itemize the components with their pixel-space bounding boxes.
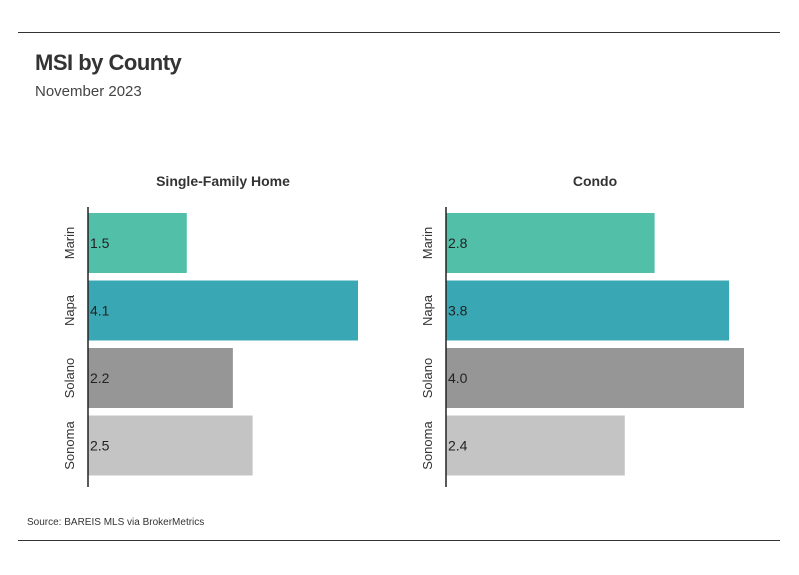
source-note: Source: BAREIS MLS via BrokerMetrics: [27, 517, 205, 528]
panel-title-condo: Condo: [572, 173, 618, 189]
bar-napa: [88, 280, 358, 341]
category-label-sonoma: Sonoma: [62, 421, 77, 470]
bar-solano: [446, 348, 744, 408]
bar-marin: [446, 213, 655, 273]
bar-napa: [446, 280, 730, 341]
bar-value-label-napa: 4.1: [90, 303, 110, 319]
top-rule: [18, 32, 780, 33]
bar-value-label-napa: 3.8: [448, 303, 468, 319]
bar-sonoma: [446, 415, 625, 476]
bar-marin: [88, 213, 187, 273]
chart-panel-single-family: 1.5 Marin 4.1 Napa 2.2 Solano 2.5 Sonoma: [62, 207, 358, 487]
page-title: MSI by County: [35, 50, 182, 75]
bar-value-label-marin: 2.8: [448, 235, 468, 251]
category-label-marin: Marin: [420, 227, 435, 260]
category-label-napa: Napa: [420, 294, 435, 326]
bottom-rule: [18, 540, 780, 541]
bar-solano: [88, 348, 233, 408]
chart-panel-condo: 2.8 Marin 3.8 Napa 4.0 Solano 2.4 Sonoma: [420, 207, 744, 487]
category-label-marin: Marin: [62, 227, 77, 260]
category-label-solano: Solano: [62, 358, 77, 398]
category-label-sonoma: Sonoma: [420, 421, 435, 470]
page-subtitle: November 2023: [35, 83, 142, 100]
category-label-solano: Solano: [420, 358, 435, 398]
bar-value-label-solano: 4.0: [448, 370, 468, 386]
bar-value-label-solano: 2.2: [90, 370, 110, 386]
bar-value-label-sonoma: 2.5: [90, 438, 110, 454]
panel-title-single-family: Single-Family Home: [156, 173, 290, 189]
bar-value-label-marin: 1.5: [90, 235, 110, 251]
bar-value-label-sonoma: 2.4: [448, 438, 468, 454]
category-label-napa: Napa: [62, 294, 77, 326]
bar-sonoma: [88, 415, 253, 476]
